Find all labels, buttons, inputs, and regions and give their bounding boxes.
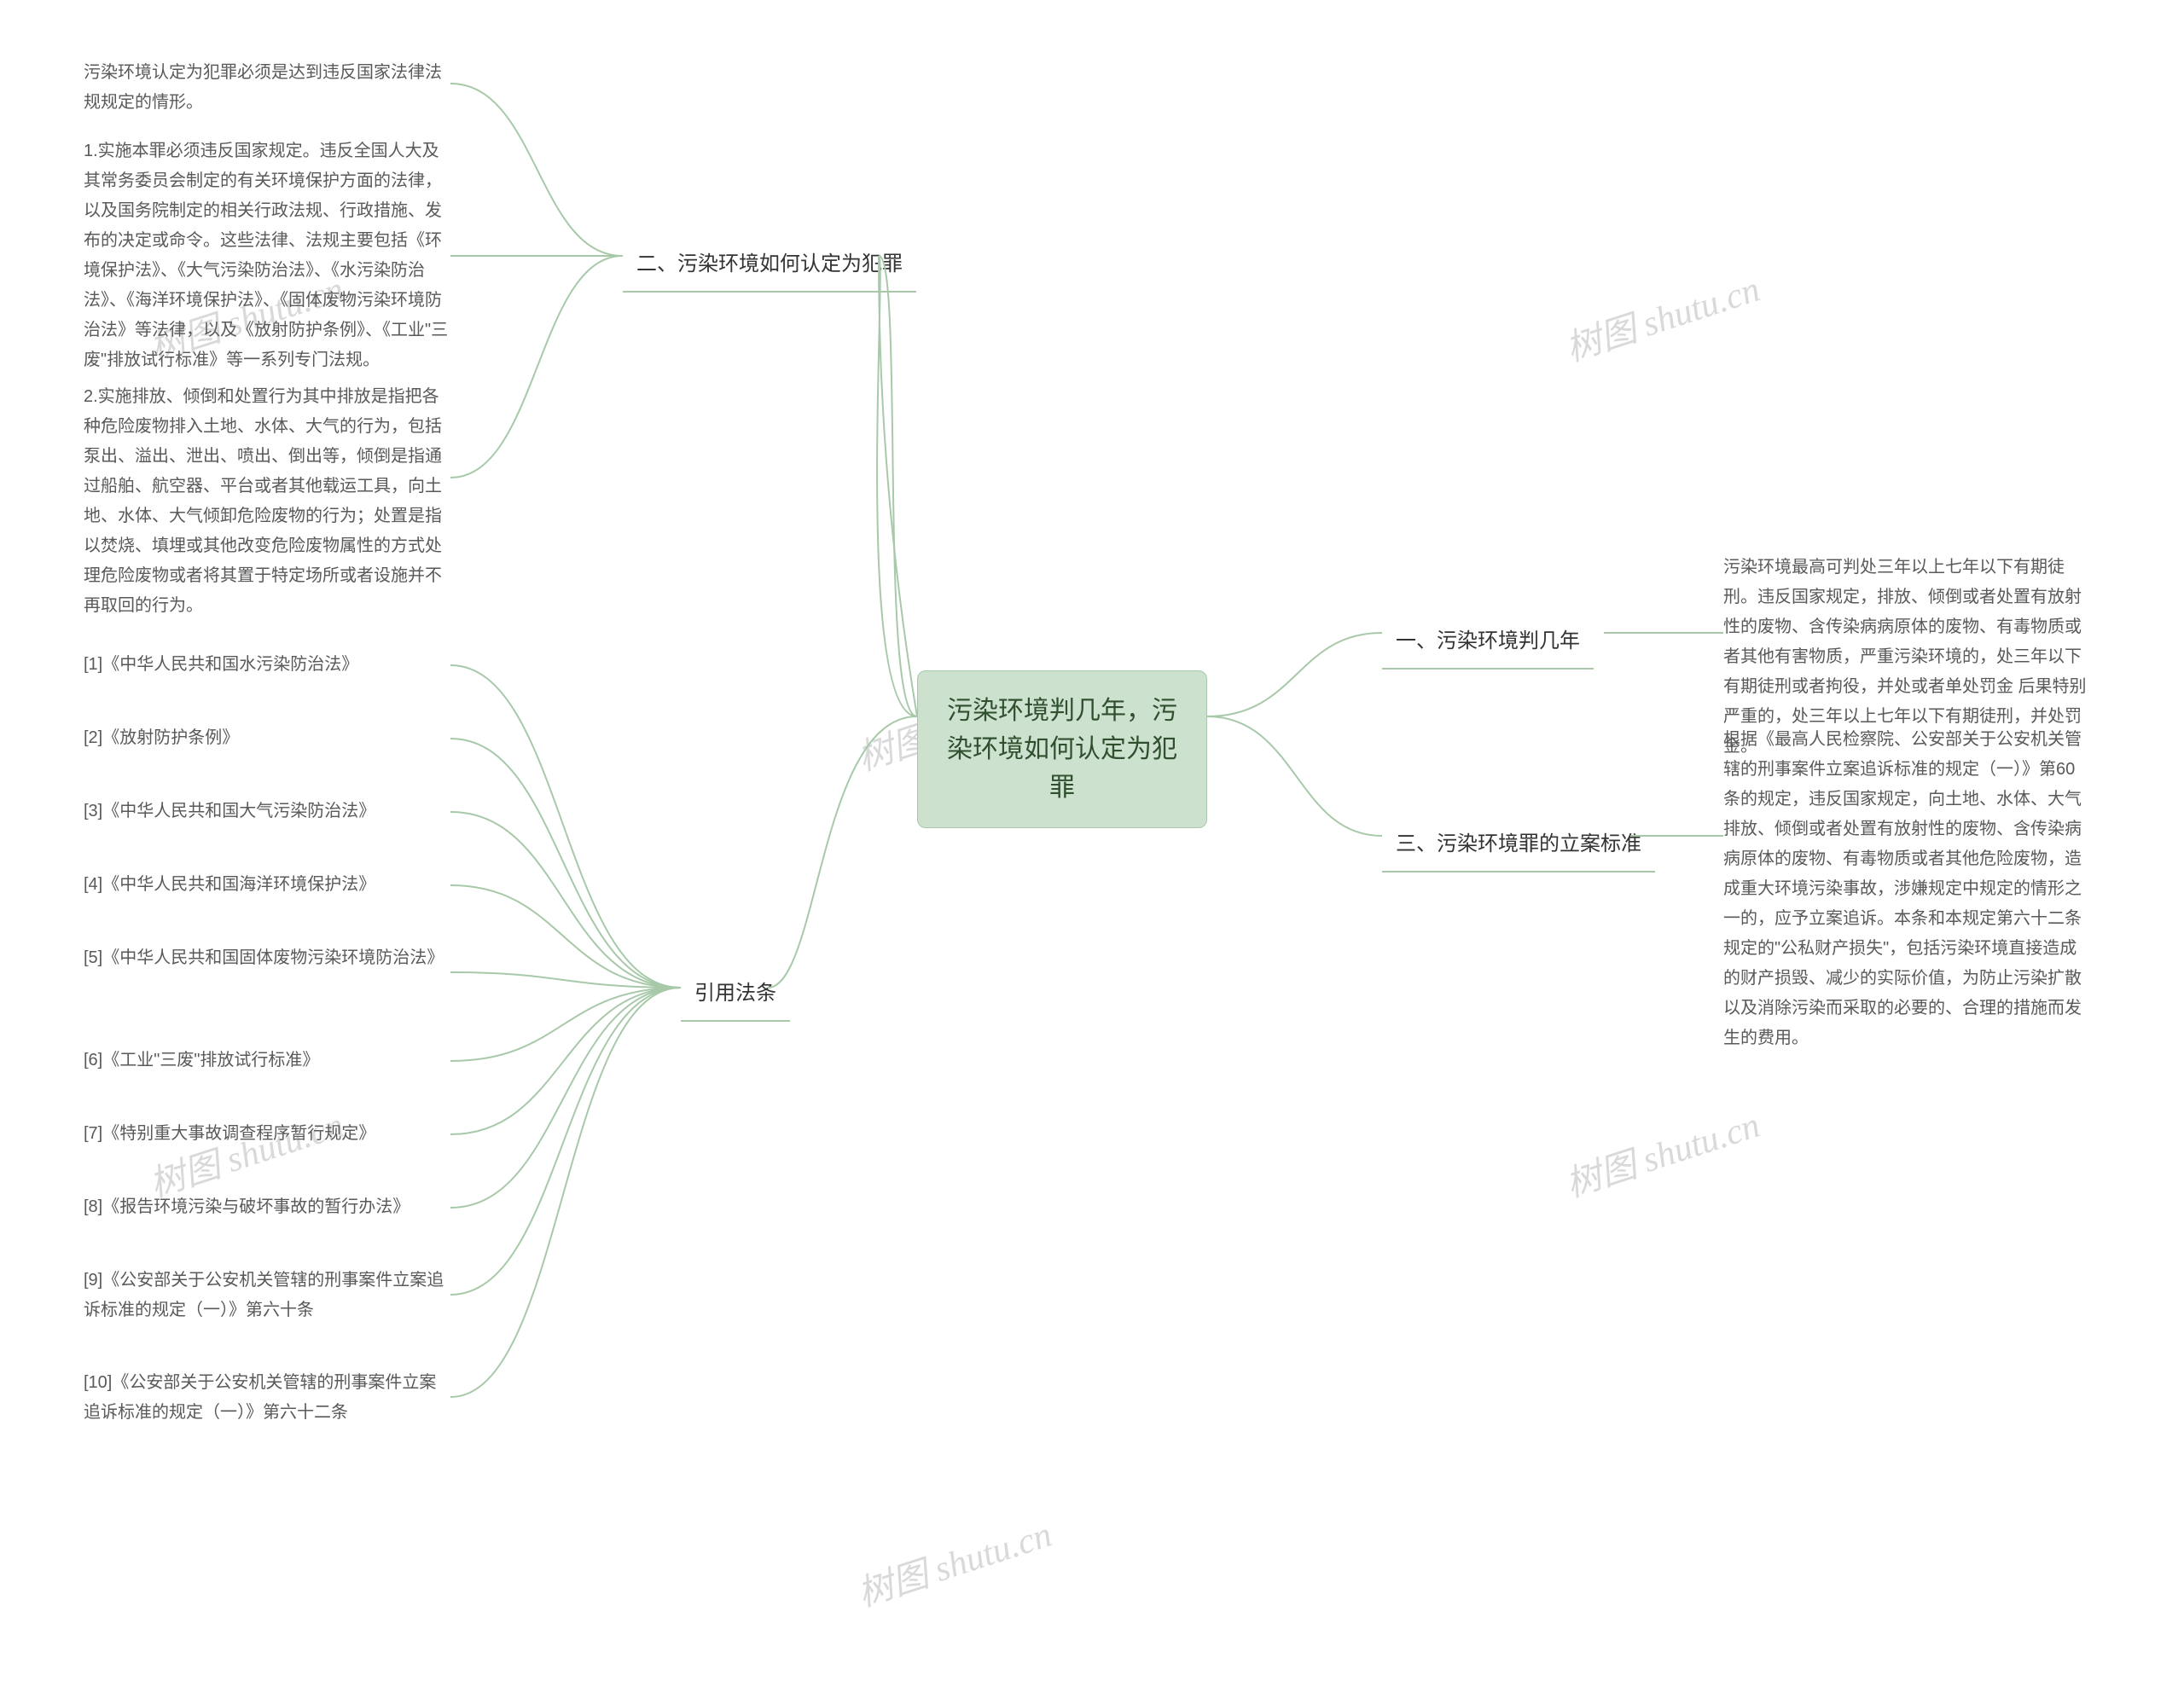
watermark: 树图 shutu.cn <box>142 1096 349 1208</box>
leaf-3-text: 根据《最高人民检察院、公安部关于公安机关管辖的刑事案件立案追诉标准的规定（一）》… <box>1723 730 2082 1047</box>
leaf-4-2-text: [2]《放射防护条例》 <box>84 728 239 747</box>
leaf-4-2: [2]《放射防护条例》 <box>84 723 450 753</box>
leaf-4-7-text: [7]《特别重大事故调查程序暂行规定》 <box>84 1124 375 1143</box>
leaf-4-5-text: [5]《中华人民共和国固体废物污染环境防治法》 <box>84 948 444 967</box>
leaf-4-1-text: [1]《中华人民共和国水污染防治法》 <box>84 655 358 674</box>
leaf-4-8-text: [8]《报告环境污染与破坏事故的暂行办法》 <box>84 1197 410 1216</box>
mindmap-root: 污染环境判几年，污染环境如何认定为犯罪 <box>917 670 1207 828</box>
leaf-4-10-text: [10]《公安部关于公安机关管辖的刑事案件立案追诉标准的规定（一）》第六十二条 <box>84 1373 436 1422</box>
leaf-4-10: [10]《公安部关于公安机关管辖的刑事案件立案追诉标准的规定（一）》第六十二条 <box>84 1368 450 1428</box>
leaf-4-6-text: [6]《工业"三废"排放试行标准》 <box>84 1051 319 1070</box>
leaf-4-8: [8]《报告环境污染与破坏事故的暂行办法》 <box>84 1192 450 1222</box>
branch-2: 二、污染环境如何认定为犯罪 <box>623 239 916 293</box>
watermark: 树图 shutu.cn <box>1558 1096 1765 1208</box>
leaf-4-9: [9]《公安部关于公安机关管辖的刑事案件立案追诉标准的规定（一）》第六十条 <box>84 1266 450 1325</box>
branch-3: 三、污染环境罪的立案标准 <box>1382 819 1655 872</box>
branch-1-label: 一、污染环境判几年 <box>1396 629 1580 652</box>
root-text: 污染环境判几年，污染环境如何认定为犯罪 <box>947 697 1177 802</box>
leaf-2b: 1.实施本罪必须违反国家规定。违反全国人大及其常务委员会制定的有关环境保护方面的… <box>84 136 450 375</box>
leaf-4-3-text: [3]《中华人民共和国大气污染防治法》 <box>84 802 375 820</box>
leaf-2c-text: 2.实施排放、倾倒和处置行为其中排放是指把各种危险废物排入土地、水体、大气的行为… <box>84 387 442 615</box>
branch-4-label: 引用法条 <box>694 982 776 1005</box>
leaf-3: 根据《最高人民检察院、公安部关于公安机关管辖的刑事案件立案追诉标准的规定（一）》… <box>1723 725 2090 1053</box>
leaf-4-4-text: [4]《中华人民共和国海洋环境保护法》 <box>84 875 375 894</box>
branch-4: 引用法条 <box>681 968 790 1022</box>
leaf-4-3: [3]《中华人民共和国大气污染防治法》 <box>84 797 450 826</box>
branch-1: 一、污染环境判几年 <box>1382 616 1594 670</box>
watermark: 树图 shutu.cn <box>1558 260 1765 372</box>
leaf-4-9-text: [9]《公安部关于公安机关管辖的刑事案件立案追诉标准的规定（一）》第六十条 <box>84 1271 444 1319</box>
leaf-4-7: [7]《特别重大事故调查程序暂行规定》 <box>84 1119 450 1149</box>
leaf-2a-text: 污染环境认定为犯罪必须是达到违反国家法律法规规定的情形。 <box>84 63 442 112</box>
watermark: 树图 shutu.cn <box>850 1505 1057 1617</box>
leaf-4-4: [4]《中华人民共和国海洋环境保护法》 <box>84 870 450 900</box>
branch-2-label: 二、污染环境如何认定为犯罪 <box>636 252 903 275</box>
branch-3-label: 三、污染环境罪的立案标准 <box>1396 832 1641 855</box>
leaf-4-5: [5]《中华人民共和国固体废物污染环境防治法》 <box>84 943 450 973</box>
leaf-2b-text: 1.实施本罪必须违反国家规定。违反全国人大及其常务委员会制定的有关环境保护方面的… <box>84 142 448 369</box>
leaf-4-1: [1]《中华人民共和国水污染防治法》 <box>84 650 450 680</box>
leaf-2c: 2.实施排放、倾倒和处置行为其中排放是指把各种危险废物排入土地、水体、大气的行为… <box>84 382 450 621</box>
leaf-2a: 污染环境认定为犯罪必须是达到违反国家法律法规规定的情形。 <box>84 58 450 118</box>
leaf-4-6: [6]《工业"三废"排放试行标准》 <box>84 1046 450 1075</box>
